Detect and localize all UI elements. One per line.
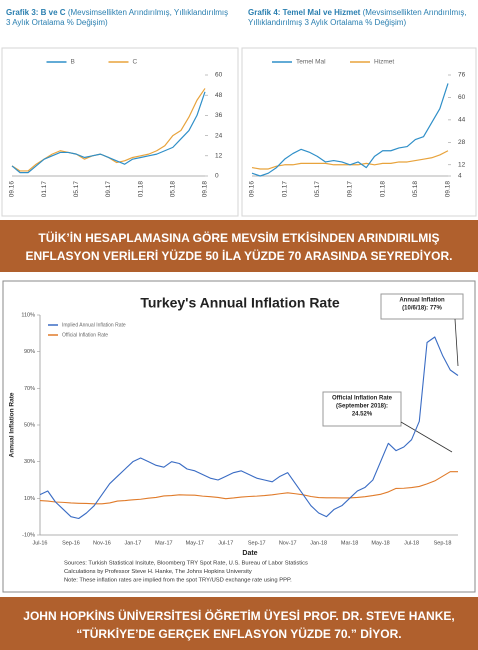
- y-tick-label: 36: [215, 112, 223, 119]
- caption: JOHN HOPKİNS ÜNİVERSİTESİ ÖĞRETİM ÜYESİ …: [23, 608, 454, 623]
- legend-label: C: [133, 59, 138, 66]
- x-tick-label: 05.18: [170, 181, 177, 198]
- series-line: [251, 150, 449, 170]
- x-tick-label: 05.17: [314, 181, 321, 198]
- annotation-box: [322, 391, 402, 427]
- y-tick-label: 60: [215, 72, 223, 79]
- x-axis-title: Date: [242, 550, 257, 557]
- y-tick-label: 50%: [24, 422, 35, 428]
- y-tick-label: 110%: [21, 312, 35, 318]
- x-tick-label: 09.16: [9, 181, 16, 198]
- y-tick-label: 90%: [24, 349, 35, 355]
- x-tick-label: May-17: [186, 540, 204, 546]
- x-tick-label: 05.18: [412, 181, 419, 198]
- x-tick-label: Jan-18: [310, 540, 327, 546]
- x-tick-label: 09.17: [105, 181, 112, 198]
- y-axis-title: Annual Inflation Rate: [9, 392, 16, 457]
- chart-title: Turkey's Annual Inflation Rate: [140, 295, 340, 311]
- x-tick-label: 01.17: [41, 181, 48, 198]
- y-tick-label: 48: [215, 92, 223, 99]
- chart-title: Grafik 3: B ve C (Mevsimsellikten Arındı…: [6, 8, 231, 28]
- annotation-arrow: [454, 318, 459, 367]
- x-tick-label: Sep-17: [248, 540, 266, 546]
- x-tick-label: Jul-17: [218, 540, 233, 546]
- y-tick-label: 28: [458, 139, 466, 146]
- series-line: [251, 83, 449, 177]
- annotation-text: 24.52%: [352, 412, 373, 418]
- caption: “TÜRKİYE’DE GERÇEK ENFLASYON YÜZDE 70.” …: [76, 626, 401, 641]
- x-tick-label: Jan-17: [124, 540, 141, 546]
- legend-label: Temel Mal: [296, 59, 326, 66]
- x-tick-label: Mar-18: [341, 540, 358, 546]
- x-tick-label: Nov-16: [93, 540, 111, 546]
- y-tick-label: 60: [458, 94, 466, 101]
- y-tick-label: 12: [458, 161, 466, 168]
- y-tick-label: 0: [215, 173, 219, 180]
- y-tick-label: 76: [458, 72, 466, 79]
- x-tick-label: 01.18: [379, 181, 386, 198]
- x-tick-label: Jul-16: [33, 540, 48, 546]
- annotation-text: (10/6/18): 77%: [402, 306, 442, 312]
- y-tick-label: 70%: [24, 386, 35, 392]
- x-tick-label: 01.17: [281, 181, 288, 198]
- legend-label: Official Inflation Rate: [62, 332, 108, 338]
- frame: [2, 280, 476, 593]
- x-tick-label: Sep-18: [434, 540, 452, 546]
- source-note: Sources: Turkish Statistical Insitute, B…: [64, 561, 308, 567]
- series-line: [11, 91, 206, 174]
- x-tick-label: Sep-16: [62, 540, 80, 546]
- series-line: [11, 88, 206, 172]
- caption-band: [0, 220, 478, 272]
- series-line: [39, 471, 458, 505]
- y-tick-label: 30%: [24, 459, 35, 465]
- frame: [1, 47, 239, 217]
- x-tick-label: May-18: [371, 540, 389, 546]
- subtitle: (Mevsimsellikten Arındırılmış, Yıllıklan…: [248, 8, 467, 27]
- subtitle: (Mevsimsellikten Arındırılmış, Yıllıklan…: [6, 8, 229, 27]
- legend-label: Hizmet: [374, 59, 394, 66]
- chart-title: Grafik 4: Temel Mal ve Hizmet (Mevsimsel…: [248, 8, 473, 28]
- x-tick-label: 05.17: [73, 181, 80, 198]
- caption: TÜİK’İN HESAPLAMASINA GÖRE MEVSİM ETKİSİ…: [38, 230, 439, 245]
- legend-label: B: [71, 59, 75, 66]
- title: Grafik 3: B ve C: [6, 8, 66, 17]
- x-tick-label: 09.16: [249, 181, 256, 198]
- caption-band: [0, 597, 478, 650]
- legend-label: Implied Annual Inflation Rate: [62, 322, 126, 328]
- caption: ENFLASYON VERİLERİ YÜZDE 50 İLA YÜZDE 70…: [26, 248, 453, 263]
- annotation-text: Official Inflation Rate: [332, 396, 393, 402]
- x-tick-label: Jul-18: [404, 540, 419, 546]
- y-tick-label: 44: [458, 117, 466, 124]
- y-tick-label: 4: [458, 173, 462, 180]
- frame: [241, 47, 477, 217]
- source-note: Calculations by Professor Steve H. Hanke…: [64, 569, 252, 575]
- annotation-arrow: [400, 421, 453, 453]
- x-tick-label: 09.18: [445, 181, 452, 198]
- x-tick-label: 01.18: [137, 181, 144, 198]
- series-line: [39, 336, 459, 520]
- x-tick-label: 09.18: [202, 181, 209, 198]
- annotation-text: (September 2018):: [336, 404, 388, 410]
- y-tick-label: 12: [215, 153, 223, 160]
- x-tick-label: Mar-17: [155, 540, 172, 546]
- title: Grafik 4: Temel Mal ve Hizmet: [248, 8, 361, 17]
- source-note: Note: These inflation rates are implied …: [64, 578, 292, 584]
- annotation-text: Annual Inflation: [399, 298, 445, 304]
- x-tick-label: 09.17: [347, 181, 354, 198]
- x-tick-label: Nov-17: [279, 540, 297, 546]
- y-tick-label: 24: [215, 132, 223, 139]
- y-tick-label: 10%: [24, 496, 35, 502]
- y-tick-label: -10%: [22, 532, 35, 538]
- annotation-box: [380, 293, 464, 320]
